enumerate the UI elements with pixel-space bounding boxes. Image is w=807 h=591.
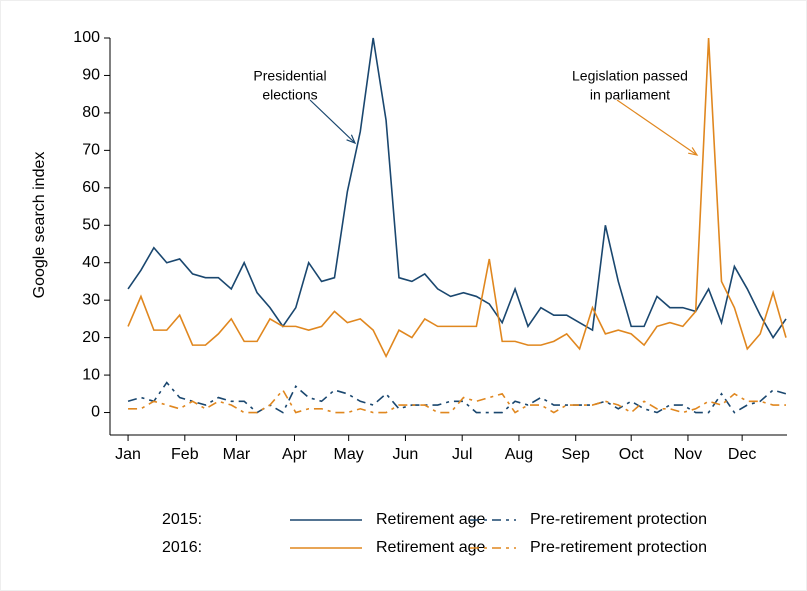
x-tick-label: Dec bbox=[728, 446, 756, 463]
y-tick-label: 80 bbox=[82, 104, 100, 121]
y-tick-label: 30 bbox=[82, 291, 100, 308]
legend-group-label: 2015: bbox=[162, 511, 202, 528]
x-tick-label: Jul bbox=[452, 446, 472, 463]
x-tick-label: Apr bbox=[282, 446, 308, 463]
y-tick-label: 60 bbox=[82, 179, 100, 196]
annotation-arrowhead bbox=[688, 147, 699, 156]
x-tick-label: Sep bbox=[561, 446, 590, 463]
y-tick-label: 10 bbox=[82, 366, 100, 383]
x-tick-label: Nov bbox=[674, 446, 702, 463]
annotation: in parliament bbox=[590, 87, 670, 103]
series-line bbox=[127, 381, 787, 414]
legend-label: Pre-retirement protection bbox=[530, 511, 707, 528]
x-tick-label: Mar bbox=[223, 446, 251, 463]
annotation: elections bbox=[262, 87, 317, 103]
annotation: Presidential bbox=[253, 68, 326, 84]
x-tick-label: Aug bbox=[505, 446, 533, 463]
annotation-arrow bbox=[616, 99, 698, 156]
annotation-arrowhead bbox=[346, 134, 357, 145]
y-tick-label: 20 bbox=[82, 329, 100, 346]
y-tick-label: 70 bbox=[82, 142, 100, 159]
x-tick-label: Oct bbox=[619, 446, 644, 463]
series-line bbox=[128, 388, 786, 414]
legend-label: Retirement age bbox=[376, 539, 485, 556]
y-tick-label: 90 bbox=[82, 67, 100, 84]
series-line bbox=[127, 37, 787, 359]
x-tick-label: Jun bbox=[393, 446, 419, 463]
x-tick-label: Feb bbox=[171, 446, 199, 463]
legend-group-label: 2016: bbox=[162, 539, 202, 556]
y-tick-label: 50 bbox=[82, 216, 100, 233]
y-axis-title: Google search index bbox=[31, 152, 48, 299]
y-tick-label: 40 bbox=[82, 254, 100, 271]
x-tick-label: May bbox=[334, 446, 364, 463]
legend-label: Retirement age bbox=[376, 511, 485, 528]
annotation: Legislation passed bbox=[572, 68, 688, 84]
series-line bbox=[127, 37, 787, 340]
y-tick-label: 0 bbox=[91, 404, 100, 421]
y-tick-label: 100 bbox=[73, 29, 100, 46]
annotation-arrow bbox=[309, 99, 356, 144]
legend-label: Pre-retirement protection bbox=[530, 539, 707, 556]
x-tick-label: Jan bbox=[115, 446, 141, 463]
